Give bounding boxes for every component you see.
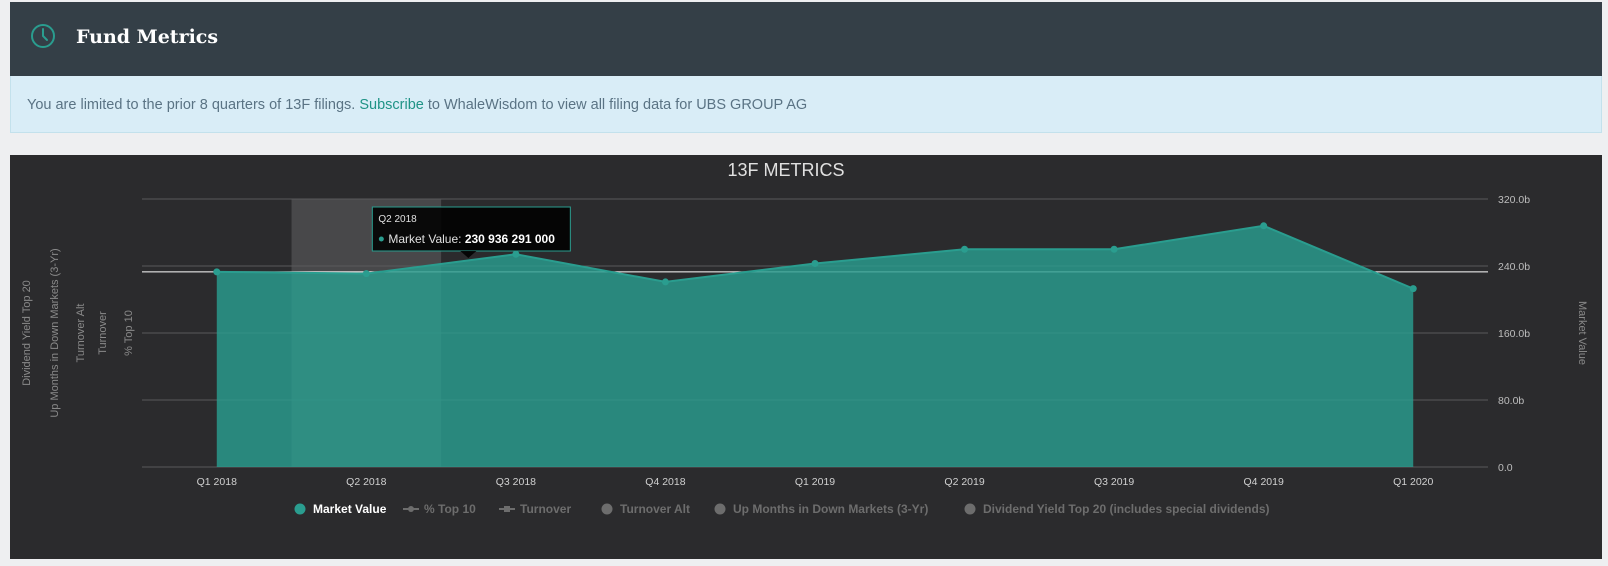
clock-icon (31, 24, 55, 48)
tooltip-value: 230 936 291 000 (465, 232, 555, 246)
tooltip-label: Market Value: (388, 232, 464, 246)
tooltip-series-dot (378, 236, 384, 242)
legend-label: Turnover (520, 502, 571, 516)
legend-label: % Top 10 (424, 502, 476, 516)
tooltip-category: Q2 2018 (378, 214, 417, 225)
notice-text-before: You are limited to the prior 8 quarters … (27, 97, 360, 113)
tooltip-pointer (460, 251, 477, 258)
legend-item[interactable]: Market Value (294, 502, 387, 516)
subscribe-link[interactable]: Subscribe (359, 97, 424, 113)
legend-label: Dividend Yield Top 20 (includes special … (983, 502, 1270, 516)
x-tick-label: Q4 2019 (1244, 476, 1284, 488)
x-tick-label: Q3 2019 (1094, 476, 1134, 488)
y-tick-label: 80.0b (1498, 395, 1524, 407)
legend-marker-icon (408, 506, 414, 512)
x-tick-label: Q4 2018 (645, 476, 685, 488)
legend-item[interactable]: % Top 10 (403, 502, 476, 516)
data-point[interactable] (362, 270, 370, 278)
legend-item[interactable]: Up Months in Down Markets (3-Yr) (714, 502, 929, 516)
x-tick-label: Q1 2019 (795, 476, 835, 488)
legend-label: Market Value (313, 502, 387, 516)
chart-title: 13F METRICS (727, 160, 844, 180)
tooltip-box (371, 206, 571, 252)
panel-title: Fund Metrics (76, 26, 219, 48)
data-point[interactable] (961, 245, 969, 253)
market-value-area (216, 225, 1414, 467)
legend-label: Turnover Alt (620, 502, 690, 516)
y-left-axis-label: Up Months in Down Markets (3-Yr) (49, 248, 61, 417)
y-left-axis-label: % Top 10 (123, 310, 135, 356)
data-point[interactable] (512, 250, 520, 258)
y-tick-label: 160.0b (1498, 328, 1530, 340)
data-point[interactable] (213, 268, 221, 276)
y-left-axis-label: Dividend Yield Top 20 (21, 280, 33, 386)
y-tick-label: 320.0b (1498, 194, 1530, 206)
data-point[interactable] (1409, 285, 1417, 293)
x-tick-label: Q1 2020 (1393, 476, 1433, 488)
metrics-chart: 13F METRICS Q1 2018 Q2 2018 Q3 2018 Q4 2018… (10, 155, 1602, 559)
legend-item[interactable]: Turnover (499, 502, 571, 516)
y-left-axis-label: Turnover Alt (75, 304, 87, 363)
data-point[interactable] (1260, 222, 1268, 230)
legend-item[interactable]: Dividend Yield Top 20 (includes special … (964, 502, 1270, 516)
legend-label: Up Months in Down Markets (3-Yr) (733, 502, 928, 516)
data-point[interactable] (1110, 245, 1118, 253)
chart-svg: 13F METRICS Q1 2018 Q2 2018 Q3 2018 Q4 2018… (21, 160, 1588, 516)
subscription-notice: You are limited to the prior 8 quarters … (10, 76, 1602, 133)
data-point[interactable] (811, 259, 819, 267)
x-tick-label: Q1 2018 (197, 476, 237, 488)
fund-metrics-header: Fund Metrics (10, 2, 1602, 76)
x-tick-label: Q2 2019 (944, 476, 984, 488)
legend-item[interactable]: Turnover Alt (601, 502, 691, 516)
x-tick-label: Q2 2018 (346, 476, 386, 488)
tooltip-series: Market Value: 230 936 291 000 (388, 232, 555, 246)
y-right-axis-label: Market Value (1576, 301, 1588, 365)
notice-text-after: to WhaleWisdom to view all filing data f… (423, 97, 808, 113)
legend-marker-icon (504, 506, 510, 512)
legend-marker-icon (294, 503, 306, 515)
y-left-axis-label: Turnover (97, 311, 109, 355)
data-point[interactable] (661, 278, 669, 286)
y-tick-label: 240.0b (1498, 261, 1530, 273)
legend-marker-icon (964, 503, 976, 515)
x-tick-label: Q3 2018 (496, 476, 536, 488)
legend-marker-icon (714, 503, 726, 515)
legend-marker-icon (601, 503, 613, 515)
y-tick-label: 0.0 (1498, 462, 1513, 474)
